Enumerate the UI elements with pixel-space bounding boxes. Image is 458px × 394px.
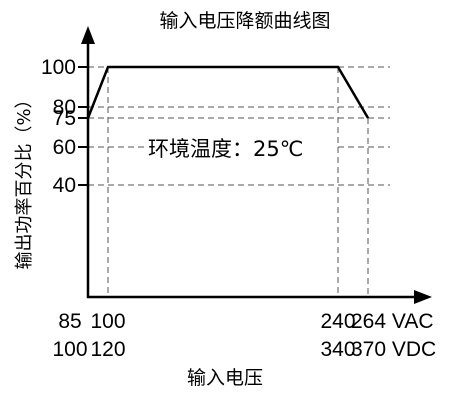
grid-lines: [88, 66, 390, 296]
curve-points: [87, 66, 369, 119]
x-axis-label: 输入电压: [187, 367, 263, 389]
x-axis-arrow: [414, 290, 432, 304]
y-axis-arrow: [81, 26, 95, 44]
y-tick-label: 60: [53, 136, 76, 159]
x-tick-label-dc: 340: [320, 338, 355, 361]
y-tick-label: 80: [53, 96, 76, 119]
derating-curve-line: [86, 65, 370, 119]
ambient-temperature-annotation: 环境温度：25℃: [148, 137, 303, 161]
x-tick-label-ac: 100: [90, 310, 125, 333]
x-tick-label-ac: 264 VAC: [351, 310, 434, 333]
y-tick-label: 100: [41, 56, 76, 79]
x-tick-label-ac: 85: [58, 310, 81, 333]
x-tick-label-dc: 100: [52, 338, 87, 361]
x-tick-label-ac: 240: [320, 310, 355, 333]
y-tick-marks: [78, 66, 88, 186]
x-tick-label-dc: 370 VDC: [351, 338, 436, 361]
x-tick-label-dc: 120: [90, 338, 125, 361]
y-tick-label: 75: [53, 107, 76, 130]
chart-title: 输入电压降额曲线图: [159, 10, 330, 32]
y-axis-label: 输出功率百分比（%）: [14, 90, 35, 269]
y-tick-label: 40: [53, 174, 76, 197]
